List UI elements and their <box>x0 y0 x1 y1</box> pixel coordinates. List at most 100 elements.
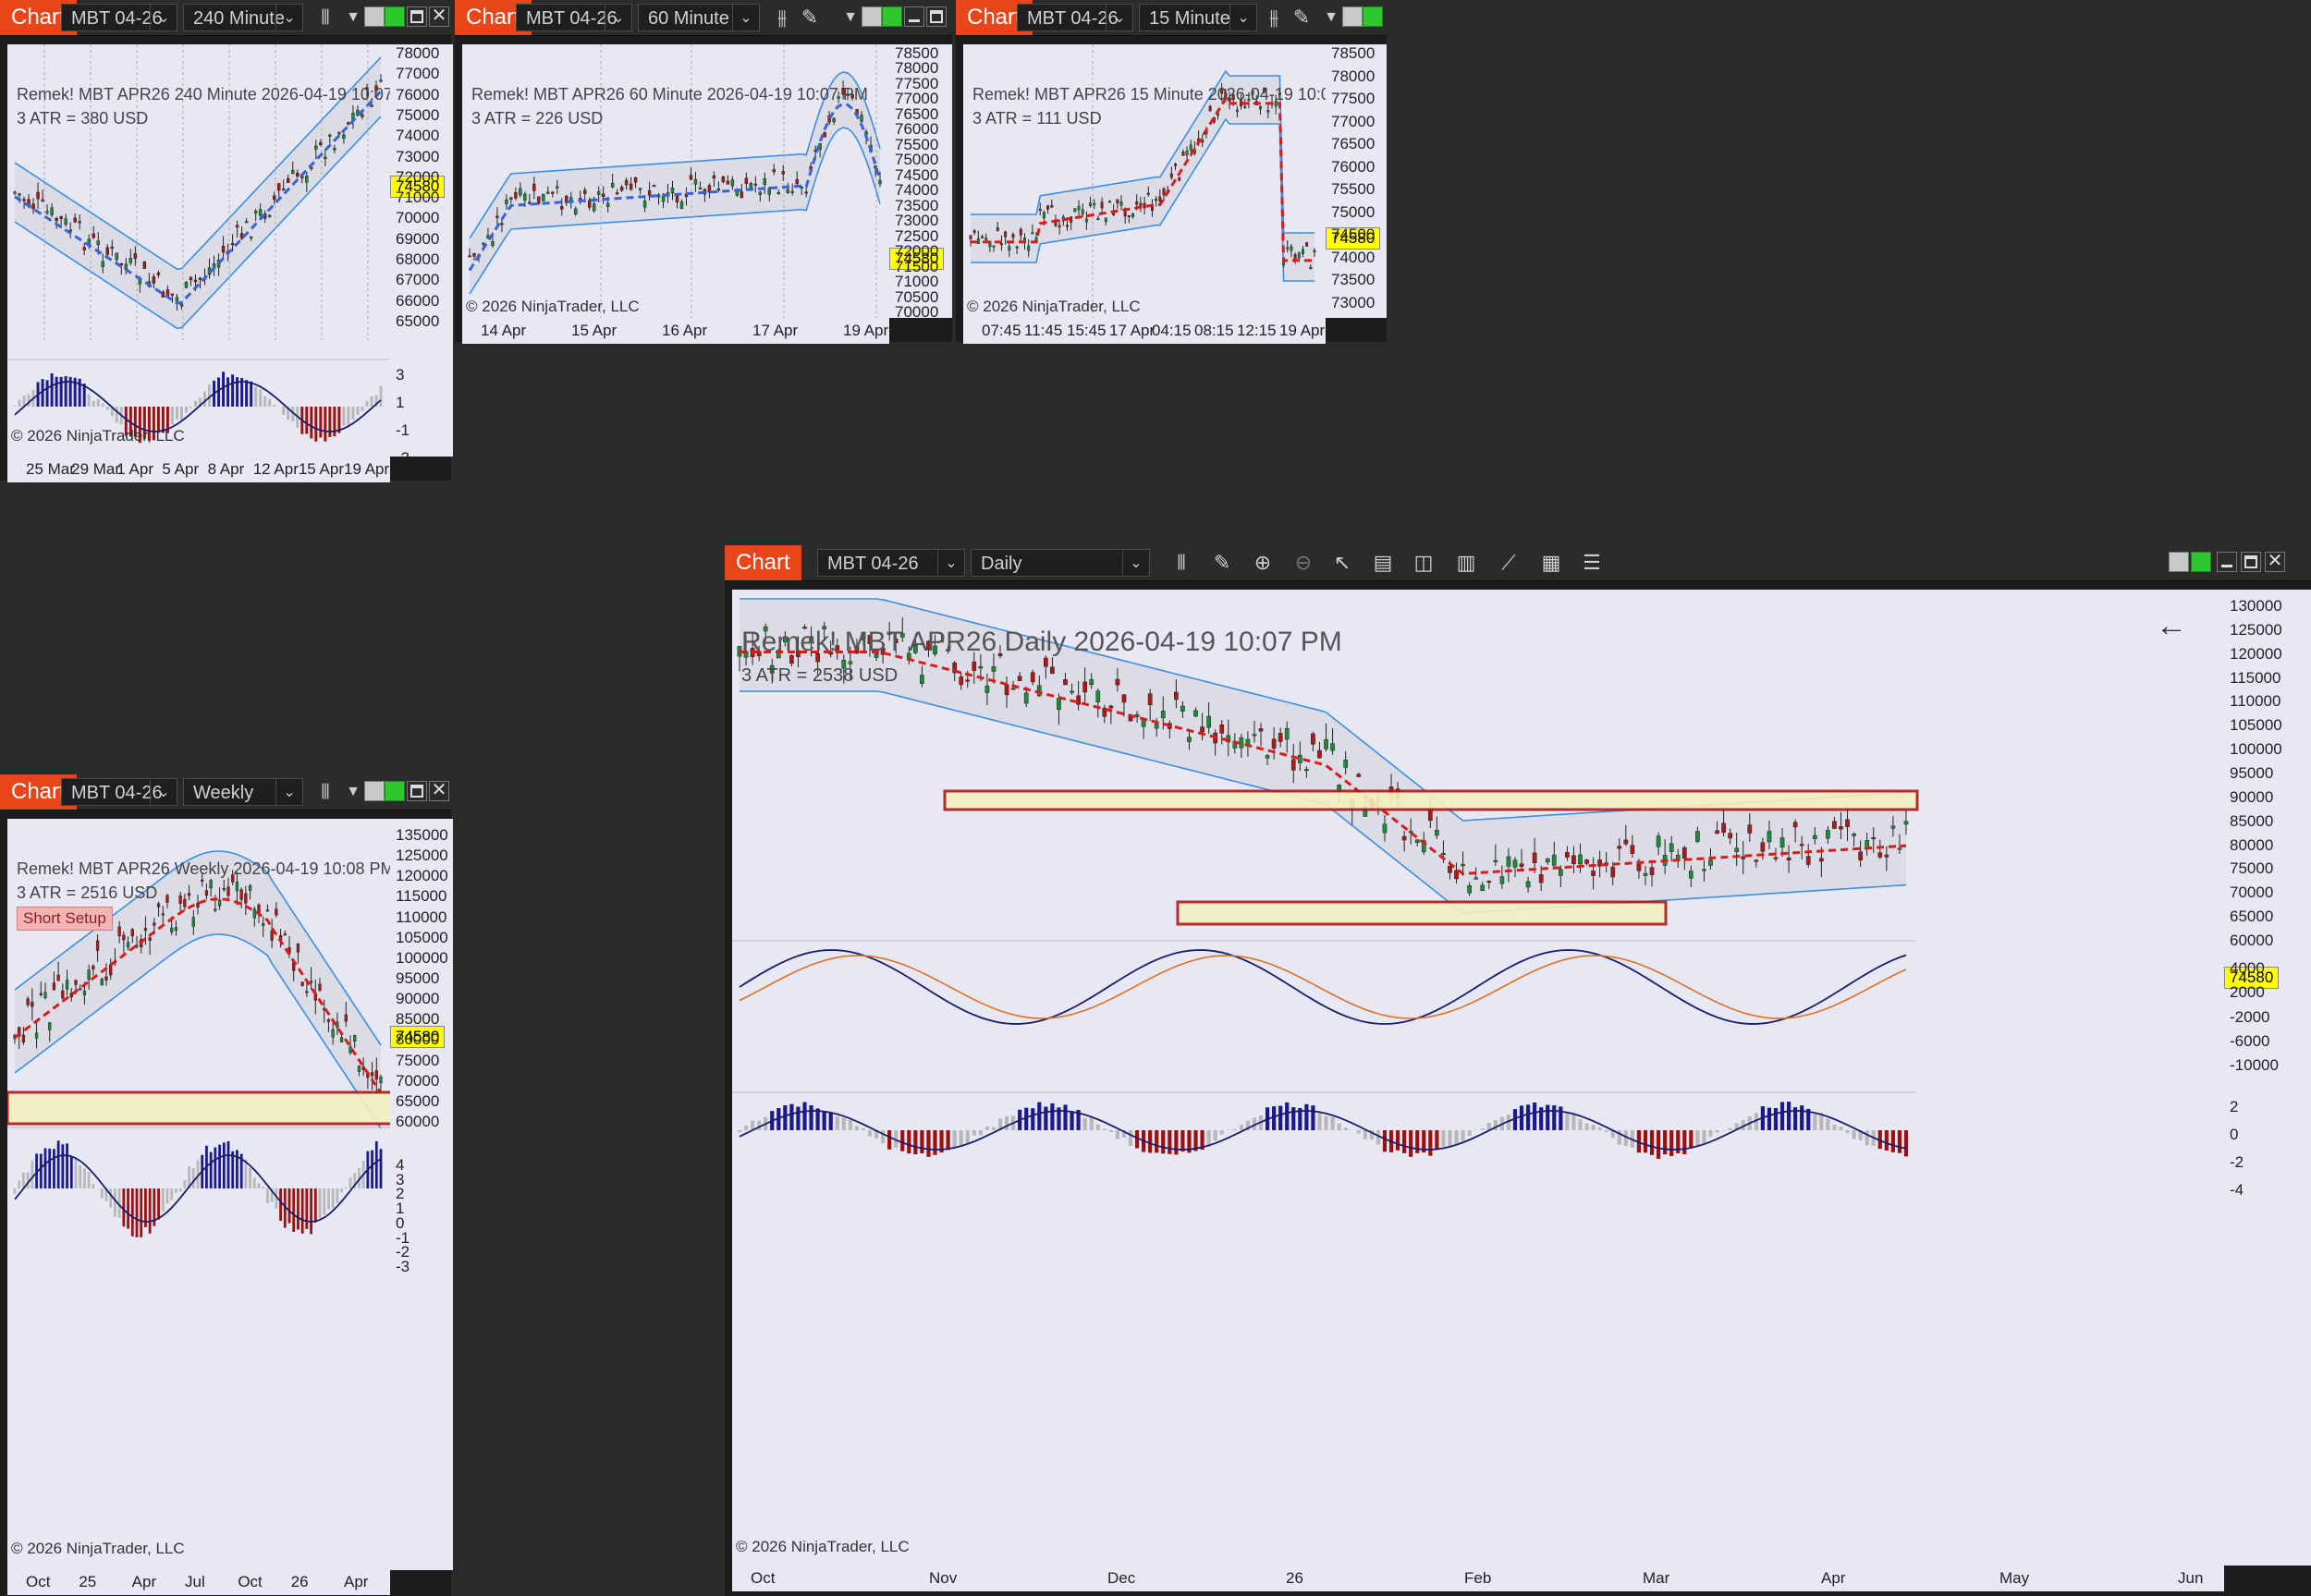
time-axis[interactable]: Oct Nov Dec 26 Feb Mar Apr May Jun <box>732 1566 2224 1591</box>
interval-selector[interactable]: Daily ⌄ <box>971 549 1150 577</box>
pointer-icon[interactable]: ↖ <box>1333 551 1351 574</box>
histogram-bar <box>1786 1102 1791 1130</box>
price-panel[interactable]: Remek! MBT APR26 Daily 2026-04-19 10:07 … <box>732 590 2224 1566</box>
axis-tick-label: 76000 <box>895 120 939 139</box>
chart-menu-button[interactable]: Chart <box>725 545 801 580</box>
drawing-objects-icon[interactable]: ☰ <box>1583 551 1601 574</box>
instrument-selector[interactable]: MBT 04-26 ⌄ <box>516 4 632 31</box>
bar-style-icon[interactable]: ⫴ <box>1177 551 1186 574</box>
link-grey-button[interactable] <box>364 6 385 27</box>
bar-style-icon[interactable]: ⫵ <box>1268 6 1279 29</box>
interval-selector[interactable]: 240 Minute ⌄ <box>183 4 303 31</box>
indicators-icon[interactable]: ▥ <box>1456 551 1476 574</box>
chevron-down-icon[interactable]: ⌄ <box>1229 5 1256 30</box>
link-green-button[interactable] <box>1363 6 1383 27</box>
time-axis[interactable]: Oct 25 Apr Jul Oct 26 Apr <box>7 1569 390 1595</box>
histogram-bar <box>1610 1130 1615 1139</box>
chevron-down-icon[interactable]: ⌄ <box>605 5 631 30</box>
chevron-down-icon[interactable]: ▼ <box>1324 9 1339 25</box>
properties-icon[interactable]: ▦ <box>1541 551 1561 574</box>
price-axis[interactable]: 74580 78500 78000 77500 77000 76500 76000 7550… <box>1326 44 1387 318</box>
chevron-down-icon[interactable]: ▼ <box>843 9 858 25</box>
chevron-down-icon[interactable]: ⌄ <box>150 5 177 30</box>
strategies-icon[interactable]: ⟋ <box>1501 551 1516 574</box>
zoom-out-icon[interactable]: ⊖ <box>1294 551 1313 574</box>
time-axis[interactable]: 14 Apr 15 Apr 16 Apr 17 Apr 19 Apr <box>462 318 889 344</box>
price-axis[interactable]: 74580 130000 125000 120000 115000 110000 1050… <box>2224 590 2311 1566</box>
candle-body <box>235 225 239 228</box>
pencil-icon[interactable]: ✎ <box>1292 6 1311 29</box>
chevron-down-icon[interactable]: ⌄ <box>1122 550 1149 576</box>
histogram-bar <box>1356 1130 1361 1134</box>
chevron-down-icon[interactable]: ▼ <box>346 784 361 799</box>
time-axis[interactable]: 25 Mar 29 Mar 1 Apr 5 Apr 8 Apr 12 Apr 15 Apr 1… <box>7 457 390 482</box>
price-panel[interactable]: Remek! MBT APR26 240 Minute 2026-04-19 1… <box>7 44 390 457</box>
price-panel[interactable]: Remek! MBT APR26 60 Minute 2026-04-19 10… <box>462 44 889 318</box>
pencil-icon[interactable]: ✎ <box>1213 551 1231 574</box>
histogram-bar <box>1676 1130 1681 1153</box>
chevron-down-icon[interactable]: ⌄ <box>1106 5 1132 30</box>
link-grey-button[interactable] <box>364 781 385 801</box>
instrument-selector[interactable]: MBT 04-26 ⌄ <box>817 549 965 577</box>
candle-body <box>574 208 578 215</box>
maximize-button[interactable] <box>2241 552 2261 572</box>
price-panel[interactable]: Remek! MBT APR26 15 Minute 2026-04-19 10… <box>963 44 1326 318</box>
chevron-down-icon[interactable]: ⌄ <box>275 5 302 30</box>
bar-style-icon[interactable]: ⫵ <box>776 6 788 29</box>
candle-body <box>314 145 318 150</box>
link-green-button[interactable] <box>385 6 405 27</box>
chevron-down-icon[interactable]: ▼ <box>346 9 361 25</box>
maximize-button[interactable] <box>407 781 427 801</box>
axis-tick-label: 17 Apr <box>1109 322 1156 339</box>
axis-tick-label: 12:15 <box>1237 322 1277 339</box>
link-grey-button[interactable] <box>2169 552 2189 572</box>
price-axis[interactable]: 74580 78000 77000 76000 75000 74000 73000 7200… <box>390 44 453 457</box>
minimize-button[interactable] <box>904 6 924 27</box>
link-green-button[interactable] <box>882 6 902 27</box>
price-axis[interactable]: 74580 78500 78000 77500 77000 76500 76000 7550… <box>889 44 952 318</box>
back-arrow-icon[interactable]: ← <box>2156 608 2187 643</box>
histogram-bar <box>1134 1130 1140 1149</box>
chevron-down-icon[interactable]: ⌄ <box>937 550 964 576</box>
pencil-icon[interactable]: ✎ <box>801 6 819 29</box>
instrument-selector[interactable]: MBT 04-26 ⌄ <box>61 4 177 31</box>
bollinger-lower-line <box>971 117 1314 282</box>
histogram-bar <box>1343 1127 1348 1130</box>
zoom-in-icon[interactable]: ⊕ <box>1253 551 1272 574</box>
link-green-button[interactable] <box>2191 552 2211 572</box>
candle-body <box>1297 754 1302 763</box>
minimize-button[interactable] <box>2217 552 2237 572</box>
candle-body <box>96 240 100 246</box>
axis-tick-label: 71500 <box>895 257 939 275</box>
price-axis[interactable]: 74580 135000 125000 120000 115000 110000 1050… <box>390 819 453 1570</box>
bar-style-icon[interactable]: ⫴ <box>321 6 330 29</box>
close-button[interactable]: ✕ <box>429 6 449 27</box>
maximize-button[interactable] <box>407 6 427 27</box>
close-button[interactable]: ✕ <box>429 781 449 801</box>
interval-selector[interactable]: Weekly ⌄ <box>183 778 303 806</box>
chevron-down-icon[interactable]: ⌄ <box>275 779 302 805</box>
candle-body <box>361 114 364 117</box>
bar-style-icon[interactable]: ⫴ <box>321 780 330 803</box>
histogram-bar <box>978 1130 983 1136</box>
interval-selector[interactable]: 60 Minute ⌄ <box>638 4 760 31</box>
templates-icon[interactable]: ◫ <box>1413 551 1434 574</box>
instrument-selector[interactable]: MBT 04-26 ⌄ <box>61 778 177 806</box>
data-box-icon[interactable]: ▤ <box>1373 551 1393 574</box>
link-grey-button[interactable] <box>862 6 882 27</box>
interval-selector[interactable]: 15 Minute ⌄ <box>1139 4 1257 31</box>
maximize-button[interactable] <box>926 6 947 27</box>
time-axis[interactable]: 07:45 11:45 15:45 17 Apr 04:15 08:15 12:15 19 A… <box>963 318 1326 344</box>
histogram-bar <box>1480 1128 1485 1130</box>
link-grey-button[interactable] <box>1342 6 1363 27</box>
histogram-bar <box>194 400 197 407</box>
chevron-down-icon[interactable]: ⌄ <box>732 5 759 30</box>
instrument-selector[interactable]: MBT 04-26 ⌄ <box>1017 4 1133 31</box>
histogram-bar <box>157 1188 160 1220</box>
chevron-down-icon[interactable]: ⌄ <box>150 779 177 805</box>
candle-body <box>1247 98 1251 102</box>
link-green-button[interactable] <box>385 781 405 801</box>
close-button[interactable]: ✕ <box>2265 552 2285 572</box>
price-panel[interactable]: Remek! MBT APR26 Weekly 2026-04-19 10:08… <box>7 819 390 1570</box>
histogram-bar <box>1239 1125 1243 1130</box>
